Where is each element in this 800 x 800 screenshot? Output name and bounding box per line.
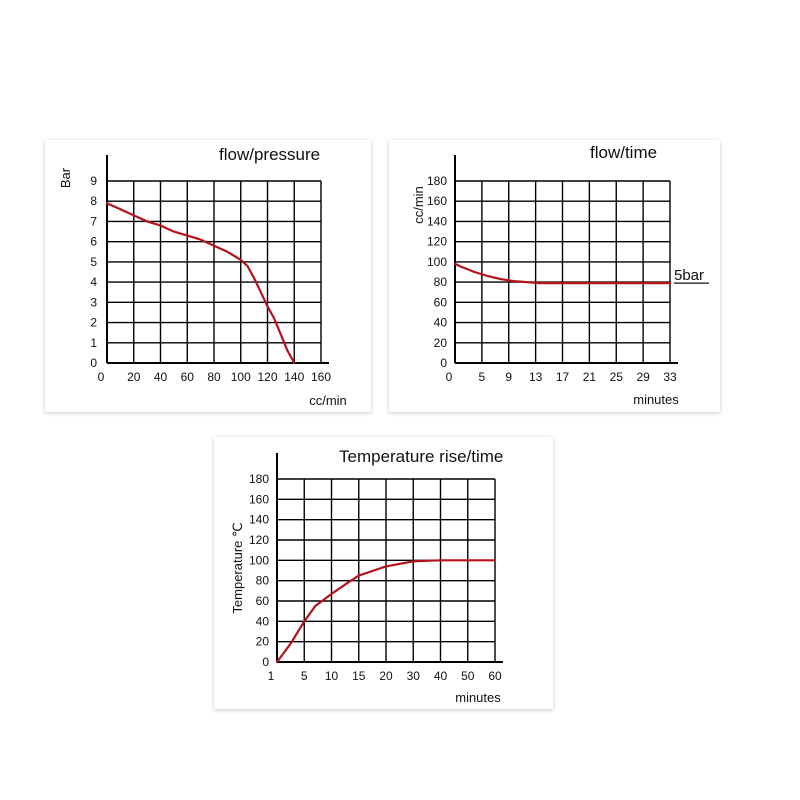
series-line bbox=[453, 262, 672, 285]
y-tick-label: 160 bbox=[427, 194, 447, 208]
y-tick-label: 9 bbox=[90, 174, 97, 188]
series-annotation: 5bar bbox=[674, 267, 704, 284]
x-tick-label: 10 bbox=[325, 669, 339, 683]
y-tick-label: 3 bbox=[90, 295, 97, 309]
y-tick-label: 20 bbox=[256, 635, 270, 649]
y-tick-label: 0 bbox=[440, 356, 447, 370]
y-tick-label: 140 bbox=[427, 214, 447, 228]
x-tick-label: 33 bbox=[663, 370, 677, 384]
x-tick-label: 160 bbox=[311, 370, 331, 384]
series-line bbox=[105, 202, 296, 365]
y-tick-label: 4 bbox=[90, 275, 97, 289]
x-tick-label: 1 bbox=[268, 669, 275, 683]
y-tick-label: 1 bbox=[90, 336, 97, 350]
y-axis-label: Temperature ℃ bbox=[230, 522, 245, 613]
y-tick-label: 60 bbox=[256, 594, 270, 608]
chart-title: flow/pressure bbox=[219, 145, 320, 164]
flow-pressure-chart: 0 20 40 60 80 100 120 140 160 0 1 2 3 4 5 6 7 8 9 flow/pres… bbox=[58, 145, 347, 408]
flow-time-chart: 0 5 9 13 17 21 25 29 33 0 20 40 60 80 100 120 140 160 180 f… bbox=[411, 143, 709, 407]
y-tick-label: 140 bbox=[249, 513, 269, 527]
x-tick-label: 40 bbox=[154, 370, 168, 384]
series-line bbox=[275, 559, 497, 664]
flow-pressure-panel: 0 20 40 60 80 100 120 140 160 0 1 2 3 4 5 6 7 8 9 flow/pres… bbox=[45, 140, 371, 412]
x-tick-label: 100 bbox=[231, 370, 251, 384]
y-axis-label: cc/min bbox=[411, 186, 426, 224]
x-tick-label: 29 bbox=[636, 370, 650, 384]
y-tick-label: 2 bbox=[90, 316, 97, 330]
x-tick-label: 20 bbox=[127, 370, 141, 384]
y-tick-label: 180 bbox=[427, 174, 447, 188]
x-tick-label: 60 bbox=[181, 370, 195, 384]
y-tick-label: 0 bbox=[90, 356, 97, 370]
temperature-time-chart: 1 5 10 15 20 30 40 50 60020406080100120140160180… bbox=[230, 447, 503, 705]
x-tick-label: 140 bbox=[284, 370, 304, 384]
x-axis-label: minutes bbox=[633, 392, 679, 407]
x-tick-label: 120 bbox=[257, 370, 277, 384]
y-tick-label: 120 bbox=[427, 235, 447, 249]
y-tick-label: 160 bbox=[249, 492, 269, 506]
y-tick-label: 80 bbox=[256, 574, 270, 588]
y-tick-label: 80 bbox=[434, 275, 448, 289]
y-tick-label: 20 bbox=[434, 336, 448, 350]
y-tick-label: 8 bbox=[90, 194, 97, 208]
y-tick-label: 180 bbox=[249, 472, 269, 486]
y-tick-label: 60 bbox=[434, 295, 448, 309]
y-axis-label: Bar bbox=[58, 167, 73, 188]
temperature-time-panel: 1 5 10 15 20 30 40 50 60 0 20 40 60 80 100 120 140 160 180… bbox=[214, 437, 553, 709]
y-tick-label: 100 bbox=[427, 255, 447, 269]
x-tick-label: 40 bbox=[434, 669, 448, 683]
x-tick-label: 9 bbox=[505, 370, 512, 384]
x-tick-label: 25 bbox=[610, 370, 624, 384]
x-tick-label: 21 bbox=[583, 370, 597, 384]
x-axis-label: cc/min bbox=[309, 393, 347, 408]
y-tick-label: 0 bbox=[262, 655, 269, 669]
x-tick-label: 5 bbox=[301, 669, 308, 683]
y-tick-label: 40 bbox=[434, 316, 448, 330]
x-tick-label: 60 bbox=[488, 669, 502, 683]
x-tick-label: 5 bbox=[479, 370, 486, 384]
x-tick-label: 0 bbox=[446, 370, 453, 384]
chart-title: flow/time bbox=[590, 143, 657, 162]
flow-time-panel: 0 5 9 13 17 21 25 29 33 0 20 40 60 80 100 120 140 160 180 f… bbox=[389, 140, 720, 412]
x-tick-label: 0 bbox=[98, 370, 105, 384]
y-tick-label: 6 bbox=[90, 235, 97, 249]
x-axis-label: minutes bbox=[455, 690, 501, 705]
x-tick-label: 13 bbox=[529, 370, 543, 384]
y-tick-label: 5 bbox=[90, 255, 97, 269]
x-tick-label: 30 bbox=[407, 669, 421, 683]
x-tick-label: 80 bbox=[207, 370, 221, 384]
y-tick-label: 100 bbox=[249, 553, 269, 567]
y-tick-label: 120 bbox=[249, 533, 269, 547]
x-tick-label: 15 bbox=[352, 669, 366, 683]
y-tick-label: 40 bbox=[256, 614, 270, 628]
chart-title: Temperature rise/time bbox=[339, 447, 503, 466]
x-tick-label: 20 bbox=[379, 669, 393, 683]
y-tick-label: 7 bbox=[90, 214, 97, 228]
x-tick-label: 17 bbox=[556, 370, 570, 384]
x-tick-label: 50 bbox=[461, 669, 475, 683]
